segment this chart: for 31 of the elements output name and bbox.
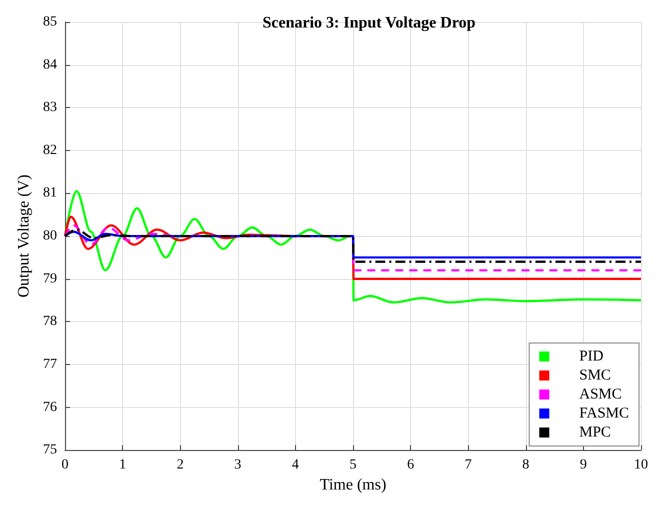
x-tick-label: 2: [176, 458, 184, 473]
y-tick-label: 79: [43, 271, 57, 286]
x-tick-label: 9: [580, 458, 587, 473]
y-tick-label: 84: [43, 57, 57, 72]
line-series: [64, 190, 642, 304]
y-tick-label: 80: [43, 228, 57, 244]
x-tick-label: 8: [522, 458, 530, 473]
y-tick-label: 81: [43, 186, 57, 201]
y-tick-label: 76: [43, 400, 57, 415]
x-tick-label: 0: [62, 458, 68, 473]
x-tick-label: 4: [292, 458, 299, 473]
y-tick-label: 83: [43, 100, 57, 116]
legend-label: PID: [579, 348, 604, 364]
y-tick-label: 82: [43, 142, 57, 158]
legend-label: SMC: [579, 368, 611, 384]
y-axis-title: Output Voltage (V): [16, 174, 32, 298]
chart-title: Scenario 3: Input Voltage Drop: [262, 14, 476, 32]
legend-label: FASMC: [579, 406, 630, 422]
x-tick-label: 10: [634, 458, 648, 473]
y-tick-label: 78: [43, 314, 57, 330]
x-tick-label: 1: [119, 458, 126, 473]
legend-label: MPC: [579, 424, 611, 440]
x-tick-label: 6: [407, 458, 414, 473]
x-tick-label: 5: [350, 458, 356, 473]
y-tick-label: 85: [43, 14, 57, 30]
y-tick-label: 75: [43, 442, 57, 458]
x-tick-label: 3: [234, 458, 242, 473]
y-tick-label: 77: [43, 356, 57, 372]
x-axis-title: Time (ms): [320, 476, 386, 494]
legend-label: ASMC: [579, 386, 622, 402]
x-tick-label: 7: [464, 458, 472, 473]
